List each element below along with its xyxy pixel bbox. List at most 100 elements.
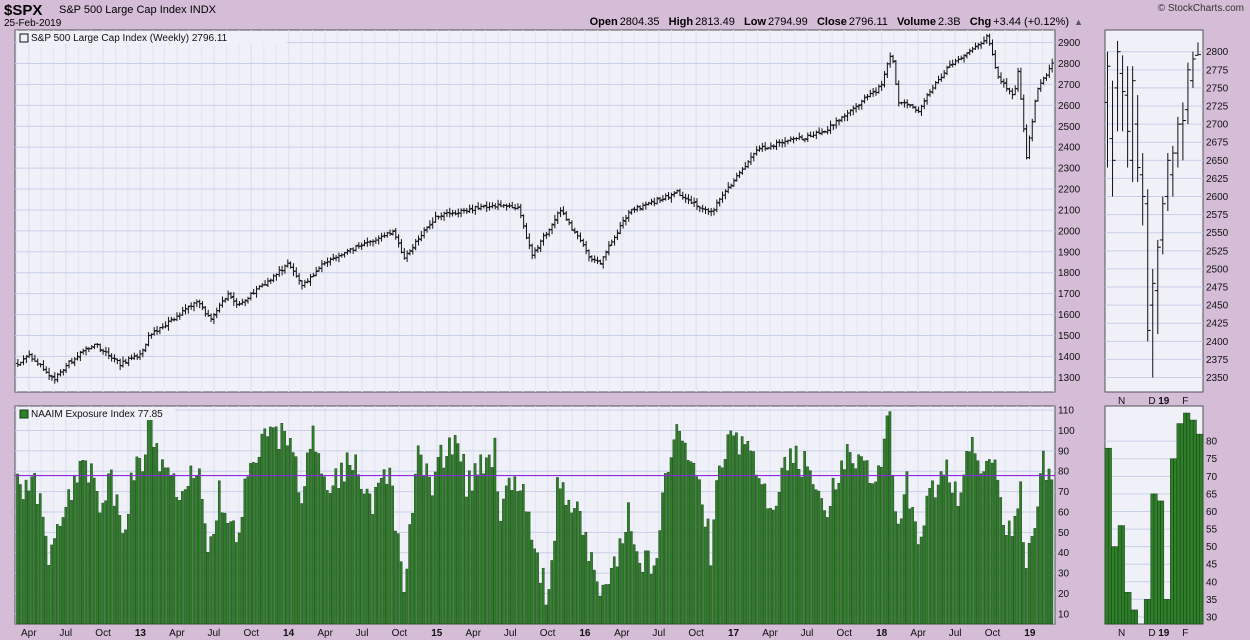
y-tick-label: 110 <box>1058 406 1074 417</box>
naaim-bar <box>919 536 923 625</box>
naaim-bar <box>979 473 983 625</box>
naaim-bar <box>1189 419 1194 625</box>
naaim-bar <box>519 490 522 625</box>
y-tick-label: 2500 <box>1058 122 1081 133</box>
naaim-bar <box>178 500 181 625</box>
naaim-bar <box>269 426 272 625</box>
naaim-bar <box>703 526 707 625</box>
stockcharts-credit[interactable]: © StockCharts.com <box>1157 3 1244 14</box>
naaim-bar <box>254 462 258 625</box>
naaim-bar <box>127 513 130 625</box>
naaim-bar <box>1030 535 1034 625</box>
naaim-bar <box>1033 528 1037 625</box>
x-tick-label: 19 <box>1158 396 1170 407</box>
naaim-bar <box>382 469 386 625</box>
naaim-bar <box>229 521 232 625</box>
naaim-bar <box>510 490 514 625</box>
naaim-bar <box>945 459 949 625</box>
y-tick-label: 2375 <box>1206 355 1229 366</box>
naaim-bar <box>1010 536 1014 625</box>
naaim-bar <box>621 543 625 625</box>
naaim-bar <box>470 490 474 625</box>
naaim-bar <box>632 544 636 625</box>
x-tick-label: 13 <box>135 628 147 639</box>
naaim-bar <box>891 475 895 625</box>
naaim-bar <box>601 584 605 625</box>
naaim-bar <box>1179 423 1184 625</box>
naaim-bar <box>718 465 721 625</box>
naaim-bar <box>527 511 531 625</box>
naaim-bar <box>1024 568 1028 625</box>
naaim-bar <box>1170 458 1174 625</box>
naaim-bar <box>575 501 579 625</box>
naaim-bar <box>922 525 926 625</box>
naaim-bar <box>899 518 903 625</box>
naaim-bar <box>789 448 792 625</box>
naaim-bar <box>47 565 51 625</box>
naaim-bar <box>246 476 250 625</box>
naaim-bar <box>107 473 110 625</box>
naaim-bar <box>723 459 727 625</box>
naaim-bar <box>132 480 136 625</box>
naaim-bar <box>220 512 224 625</box>
naaim-bar <box>641 571 645 625</box>
y-tick-label: 2475 <box>1206 283 1229 294</box>
naaim-bar <box>934 497 937 625</box>
naaim-bar <box>595 581 599 625</box>
naaim-bar <box>308 448 312 625</box>
x-tick-label: 16 <box>579 628 591 639</box>
naaim-bar <box>456 443 460 625</box>
x-tick-label: Jul <box>652 628 665 639</box>
naaim-bar <box>1016 508 1020 625</box>
naaim-bar <box>252 462 255 625</box>
naaim-bar <box>402 591 406 625</box>
naaim-bar <box>772 509 775 625</box>
y-tick-label: 60 <box>1206 507 1218 518</box>
naaim-bar <box>712 519 716 625</box>
x-tick-label: Jul <box>208 628 221 639</box>
naaim-bar <box>33 473 36 625</box>
y-tick-label: 2425 <box>1206 319 1229 330</box>
naaim-bar <box>368 493 372 625</box>
naaim-bar <box>206 552 210 625</box>
y-tick-label: 2725 <box>1206 102 1229 113</box>
naaim-bar <box>394 530 397 625</box>
naaim-bar <box>1005 535 1008 625</box>
x-tick-label: 15 <box>431 628 443 639</box>
x-tick-label: Jul <box>504 628 517 639</box>
naaim-bar <box>644 550 647 625</box>
y-tick-label: 10 <box>1058 609 1070 620</box>
naaim-bar <box>1127 592 1132 625</box>
naaim-bar <box>908 508 912 625</box>
x-tick-label: Apr <box>21 628 37 639</box>
naaim-bar <box>436 457 440 625</box>
naaim-bar <box>539 582 542 625</box>
naaim-bar <box>399 561 403 625</box>
naaim-bar <box>138 458 142 625</box>
naaim-bar <box>877 465 880 625</box>
y-tick-label: 2800 <box>1206 47 1229 58</box>
naaim-bar <box>342 481 346 625</box>
naaim-bar <box>851 463 855 625</box>
naaim-bar <box>936 484 940 625</box>
naaim-bar <box>615 566 619 625</box>
naaim-bar <box>169 476 173 625</box>
naaim-bar <box>578 511 582 625</box>
naaim-bar <box>831 477 835 625</box>
naaim-bar <box>1022 542 1025 625</box>
naaim-bar <box>331 485 335 625</box>
naaim-bar <box>1039 473 1042 625</box>
naaim-bar <box>1160 500 1165 625</box>
legend-swatch-icon <box>19 409 29 419</box>
index-name: S&P 500 Large Cap Index INDX <box>59 4 216 16</box>
naaim-bar <box>41 516 45 625</box>
naaim-bar <box>928 488 931 625</box>
naaim-bar <box>868 483 872 625</box>
naaim-bar <box>669 457 673 625</box>
y-tick-label: 30 <box>1206 612 1218 623</box>
naaim-bar <box>152 447 156 625</box>
naaim-bar <box>678 431 681 625</box>
naaim-bar <box>533 548 537 625</box>
y-tick-label: 40 <box>1206 577 1218 588</box>
